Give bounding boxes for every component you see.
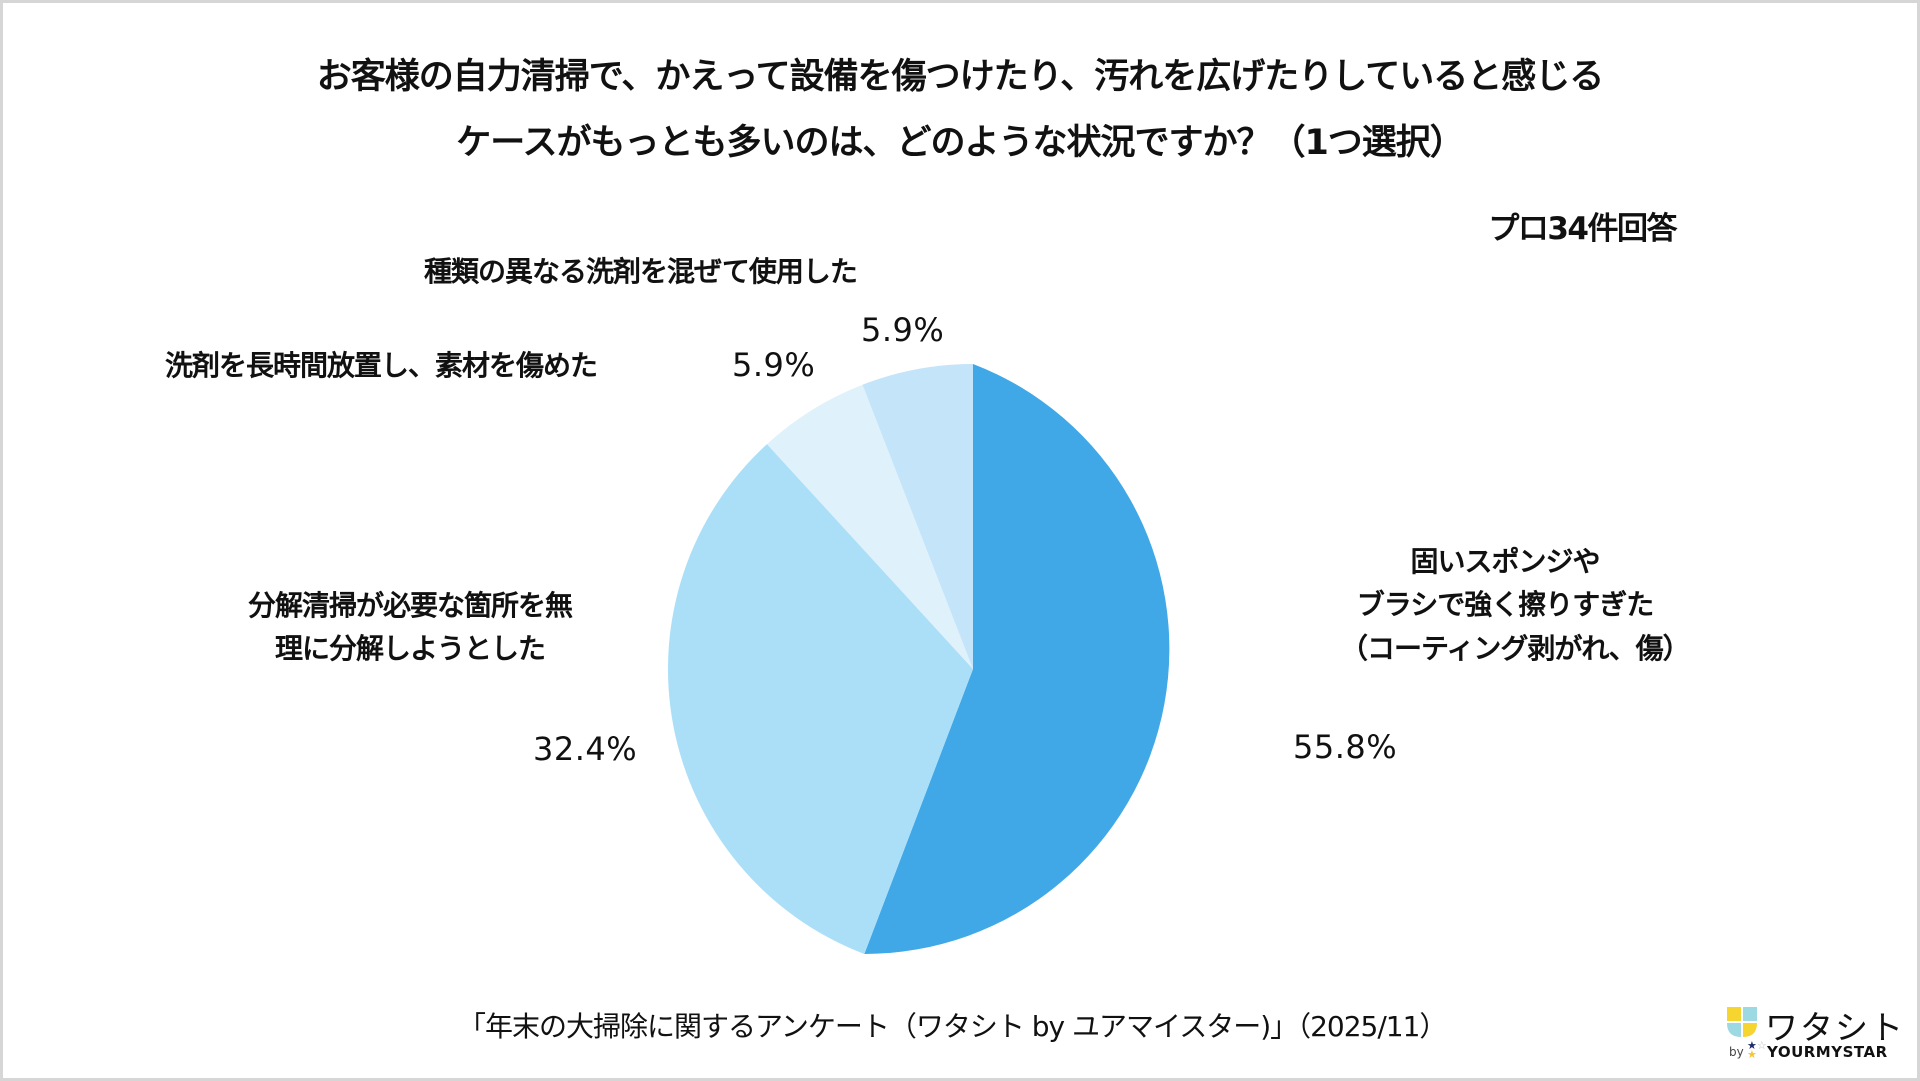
watashito-logo: ワタシト by ★☆ ★ YOURMYSTAR — [1727, 1005, 1907, 1065]
logo-mark-icon — [1727, 1007, 1757, 1037]
pie-slice-mixed-detergents — [862, 364, 973, 669]
pct-detergent-left: 5.9% — [732, 346, 816, 384]
logo-name: ワタシト — [1765, 1008, 1905, 1047]
label-hard-sponge-line1: 固いスポンジや — [1410, 545, 1600, 578]
pct-forced-disassembly: 32.4% — [533, 730, 638, 768]
label-forced-disassembly: 分解清掃が必要な箇所を無 理に分解しようとした — [190, 584, 630, 671]
pct-mixed-detergents: 5.9% — [861, 311, 945, 349]
pie-slice-detergent-left — [767, 384, 973, 669]
label-forced-disassembly-line2: 理に分解しようとした — [274, 632, 546, 666]
chart-title-line2: ケースがもっとも多いのは、どのような状況ですか？（1つ選択） — [456, 123, 1465, 163]
label-hard-sponge: 固いスポンジや ブラシで強く擦りすぎた （コーティング剥がれ、傷） — [1340, 540, 1691, 670]
pie-slice-forced-disassembly — [667, 444, 973, 954]
label-hard-sponge-line3: （コーティング剥がれ、傷） — [1340, 631, 1691, 665]
label-detergent-left: 洗剤を長時間放置し、素材を傷めた — [165, 349, 598, 382]
source-note: 「年末の大掃除に関するアンケート（ワタシト by ユアマイスター)」（2025/… — [458, 1010, 1447, 1043]
chart-title-line1: お客様の自力清掃で、かえって設備を傷つけたり、汚れを広げたりしていると感じる — [316, 57, 1604, 97]
respondent-count: プロ34件回答 — [1488, 211, 1677, 247]
logo-brand: YOURMYSTAR — [1767, 1043, 1888, 1061]
pct-hard-sponge: 55.8% — [1293, 728, 1398, 766]
label-forced-disassembly-line1: 分解清掃が必要な箇所を無 — [247, 589, 573, 622]
logo-by: by — [1729, 1045, 1744, 1059]
label-hard-sponge-line2: ブラシで強く擦りすぎた — [1356, 588, 1654, 622]
star-icon: ★☆ ★ — [1747, 1039, 1767, 1061]
label-mixed-detergents: 種類の異なる洗剤を混ぜて使用した — [424, 255, 858, 288]
pie-slice-hard-sponge — [864, 364, 1170, 954]
